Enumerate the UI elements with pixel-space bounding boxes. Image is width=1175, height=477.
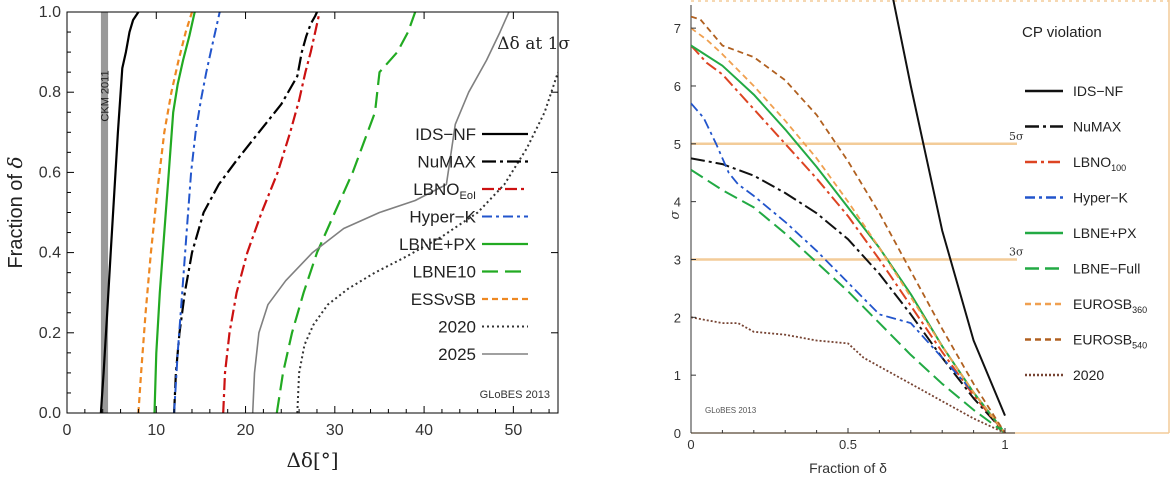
legend-label-main: LBNO bbox=[413, 180, 459, 199]
y-tick-label: 0.8 bbox=[39, 84, 61, 101]
legend-label-3: Hyper−K bbox=[409, 208, 476, 227]
y-tick-label: 7 bbox=[674, 21, 681, 36]
series-line-6 bbox=[137, 12, 194, 413]
y-tick-label: 4 bbox=[674, 195, 681, 210]
x-tick-label: 0.5 bbox=[839, 437, 857, 452]
watermark: GLoBES 2013 bbox=[480, 389, 550, 401]
legend-label-5: LBNE10 bbox=[413, 263, 476, 282]
series-line-8 bbox=[691, 316, 1006, 433]
legend-label-sub: 360 bbox=[1132, 305, 1147, 315]
y-tick-label: 0.0 bbox=[39, 405, 61, 422]
y-tick-label: 6 bbox=[674, 79, 681, 94]
x-tick-label: 50 bbox=[504, 422, 522, 439]
legend-label-1: NuMAX bbox=[417, 153, 476, 172]
watermark: GLoBES 2013 bbox=[705, 406, 757, 415]
legend-label-1: NuMAX bbox=[1073, 119, 1122, 135]
plot-frame bbox=[66, 11, 559, 414]
legend-label-main: LBNO bbox=[1073, 154, 1111, 170]
legend-label-main: EUROSB bbox=[1073, 296, 1132, 312]
legend-label-sub: EoI bbox=[459, 190, 476, 202]
right-chart: 5σ 3σ 0 0.5 1 0 1 2 3 4 5 6 7 σ Fraction of δ CP violat… bbox=[668, 0, 1170, 476]
legend-label-2: LBNOEoI bbox=[413, 180, 476, 202]
legend-label-5: LBNE−Full bbox=[1073, 261, 1140, 277]
legend-label-3: Hyper−K bbox=[1073, 190, 1129, 206]
series-group bbox=[691, 0, 1006, 433]
x-axis-label: Fraction of δ bbox=[809, 460, 887, 476]
y-tick-label: 5 bbox=[674, 137, 681, 152]
reference-label-0: 5σ bbox=[1009, 130, 1024, 143]
legend-label-4: LBNE+PX bbox=[1073, 225, 1137, 241]
series-line-5 bbox=[275, 12, 417, 413]
x-tick-label: 20 bbox=[237, 422, 255, 439]
series-line-4 bbox=[691, 44, 1006, 433]
y-tick-label: 0.4 bbox=[39, 245, 61, 262]
chart-title: Δδ at 1σ bbox=[497, 34, 570, 54]
x-tick-label: 10 bbox=[147, 422, 165, 439]
legend-label-7: EUROSB540 bbox=[1073, 332, 1147, 351]
series-line-7 bbox=[296, 71, 558, 413]
legend-label-7: 2020 bbox=[438, 318, 476, 337]
series-group bbox=[99, 12, 558, 413]
series-line-1 bbox=[173, 12, 319, 413]
series-line-8 bbox=[251, 12, 510, 413]
x-tick-label: 0 bbox=[63, 422, 72, 439]
legend-label-6: EUROSB360 bbox=[1073, 296, 1147, 315]
series-line-3 bbox=[173, 12, 221, 413]
legend-label-sub: 540 bbox=[1132, 341, 1147, 351]
x-tick-label: 30 bbox=[326, 422, 344, 439]
series-line-2 bbox=[691, 44, 1006, 433]
y-tick-label: 1.0 bbox=[39, 4, 61, 21]
y-axis-label-delta: δ bbox=[3, 156, 27, 168]
series-line-3 bbox=[691, 102, 1006, 433]
series-line-5 bbox=[691, 168, 1006, 433]
left-chart: CKM 2011 0 10 20 30 40 50 0.0 0.2 0.4 0.6 0.8 1.0 Fra… bbox=[3, 4, 570, 472]
series-line-1 bbox=[691, 157, 1006, 433]
x-axis-label: Δδ[°] bbox=[286, 448, 338, 472]
series-line-7 bbox=[691, 15, 1006, 433]
series-line-0 bbox=[99, 12, 140, 413]
y-tick-label: 1 bbox=[674, 368, 681, 383]
legend-label-6: ESSνSB bbox=[411, 290, 476, 309]
x-tick-label: 1 bbox=[1001, 437, 1008, 452]
ckm-band bbox=[100, 12, 109, 413]
legend-label-8: 2025 bbox=[438, 345, 476, 364]
y-axis-label: Fraction of δ bbox=[3, 156, 27, 268]
legend-label-0: IDS−NF bbox=[415, 125, 476, 144]
ckm-band-label: CKM 2011 bbox=[99, 70, 111, 121]
y-tick-label: 0.6 bbox=[39, 164, 61, 181]
reference-label-1: 3σ bbox=[1009, 245, 1024, 258]
series-line-0 bbox=[892, 0, 1006, 416]
legend-label-sub: 100 bbox=[1111, 163, 1126, 173]
y-tick-label: 3 bbox=[674, 252, 681, 267]
chart-title: CP violation bbox=[1022, 24, 1102, 41]
x-tick-label: 40 bbox=[415, 422, 433, 439]
series-line-2 bbox=[222, 12, 321, 413]
legend-label-main: EUROSB bbox=[1073, 332, 1132, 348]
y-tick-label: 2 bbox=[674, 310, 681, 325]
legend-label-4: LBNE+PX bbox=[399, 235, 476, 254]
legend-label-2: LBNO100 bbox=[1073, 154, 1126, 173]
x-tick-label: 0 bbox=[687, 437, 694, 452]
y-tick-label: 0 bbox=[674, 426, 681, 441]
y-tick-label: 0.2 bbox=[39, 325, 61, 342]
y-axis-label: σ bbox=[668, 209, 683, 219]
series-line-4 bbox=[153, 12, 196, 413]
legend-label-0: IDS−NF bbox=[1073, 83, 1123, 99]
legend-label-8: 2020 bbox=[1073, 367, 1104, 383]
